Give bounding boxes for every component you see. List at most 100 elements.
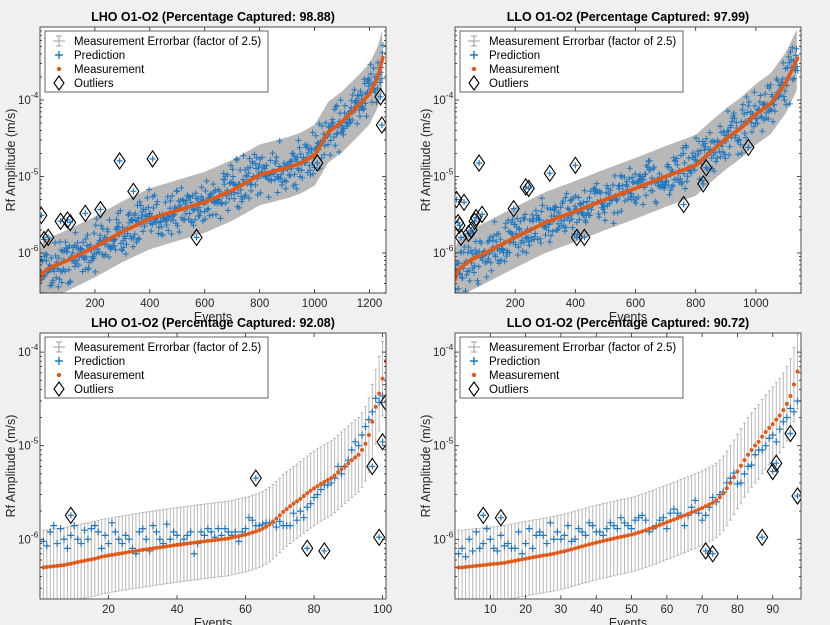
prediction-point: [564, 522, 572, 530]
measurement-point: [185, 541, 190, 546]
prediction-point: [575, 194, 582, 201]
prediction-point: [166, 535, 174, 543]
prediction-point: [597, 190, 604, 197]
prediction-point: [158, 223, 165, 230]
prediction-point: [745, 99, 752, 106]
prediction-point: [617, 514, 625, 522]
outlier-marker: [507, 199, 520, 218]
prediction-point: [40, 258, 46, 265]
y-tick-label: 10-5: [18, 436, 39, 453]
prediction-point: [75, 262, 82, 269]
prediction-point: [261, 165, 268, 172]
prediction-point: [46, 528, 54, 536]
measurement-point: [728, 480, 733, 485]
prediction-point: [613, 197, 620, 204]
measurement-point: [650, 525, 655, 530]
outlier-prediction-point: [479, 211, 486, 218]
measurement-point: [363, 441, 368, 446]
prediction-point: [207, 528, 215, 536]
outlier-prediction-point: [130, 188, 137, 195]
prediction-point: [702, 143, 709, 150]
prediction-point: [614, 196, 621, 203]
prediction-point: [552, 203, 559, 210]
measurement-point: [332, 473, 337, 478]
prediction-point: [43, 251, 50, 258]
x-tick-label: 200: [506, 298, 525, 310]
prediction-point: [679, 179, 686, 186]
y-tick-label: 10-6: [18, 243, 39, 260]
measurement-point: [707, 502, 712, 507]
prediction-point: [105, 540, 113, 548]
prediction-point: [245, 195, 252, 202]
prediction-point: [539, 531, 547, 539]
prediction-point: [70, 522, 78, 530]
measurement-point: [781, 408, 786, 413]
prediction-point: [724, 108, 731, 115]
measurement-point: [544, 552, 549, 557]
prediction-point: [236, 204, 243, 211]
prediction-point: [314, 140, 321, 147]
prediction-point: [139, 211, 146, 218]
prediction-point: [139, 525, 147, 533]
measurement-point: [277, 513, 282, 518]
prediction-point: [273, 154, 280, 161]
y-axis-label: Rf Amplitude (m/s): [419, 415, 433, 518]
measurement-point: [587, 542, 592, 547]
legend-prediction-icon: [55, 357, 63, 365]
prediction-point: [322, 119, 329, 126]
prediction-point: [562, 194, 569, 201]
prediction-point: [782, 88, 789, 95]
prediction-point: [162, 199, 169, 206]
prediction-point: [234, 190, 241, 197]
measurement-point: [360, 447, 365, 452]
y-tick-base: 10: [433, 248, 446, 260]
prediction-point: [759, 128, 766, 135]
prediction-series: [455, 44, 801, 293]
outlier-marker: [477, 506, 490, 525]
y-tick-base: 10: [433, 534, 446, 546]
prediction-point: [74, 257, 81, 264]
legend-measurement-icon: [471, 66, 477, 72]
prediction-point: [55, 283, 62, 290]
prediction-point: [346, 116, 353, 123]
prediction-point: [576, 216, 583, 223]
outlier-marker: [379, 393, 386, 412]
measurement-point: [151, 546, 156, 551]
measurement-point: [65, 562, 70, 567]
prediction-point: [730, 110, 737, 117]
prediction-point: [529, 544, 537, 552]
prediction-point: [724, 127, 731, 134]
prediction-point: [774, 77, 781, 84]
prediction-point: [522, 211, 529, 218]
x-tick-label: 50: [625, 604, 638, 616]
prediction-point: [662, 178, 669, 185]
plot-marks: [455, 29, 801, 293]
measurement-point: [682, 513, 687, 518]
outlier-marker: [519, 177, 532, 196]
prediction-point: [673, 155, 680, 162]
prediction-point: [268, 177, 275, 184]
prediction-point: [561, 228, 568, 235]
prediction-point: [491, 218, 498, 225]
measurement-point: [618, 534, 623, 539]
x-axis-label: Events: [194, 310, 232, 324]
chart-title: LHO O1-O2 (Percentage Captured: 92.08): [91, 316, 335, 330]
prediction-point: [66, 278, 73, 285]
prediction-point: [379, 49, 386, 56]
prediction-point: [791, 75, 798, 82]
prediction-point: [372, 89, 379, 96]
prediction-point: [306, 167, 313, 174]
prediction-point: [321, 151, 328, 158]
prediction-point: [462, 553, 470, 561]
prediction-point: [206, 191, 213, 198]
prediction-point: [80, 239, 87, 246]
prediction-point: [202, 187, 209, 194]
prediction-point: [628, 525, 636, 533]
legend-outliers-icon: [468, 75, 480, 91]
plot-marks: [455, 333, 801, 599]
prediction-point: [365, 416, 373, 424]
prediction-point: [522, 540, 530, 548]
outlier-prediction-point: [456, 222, 463, 229]
measurement-point: [346, 461, 351, 466]
